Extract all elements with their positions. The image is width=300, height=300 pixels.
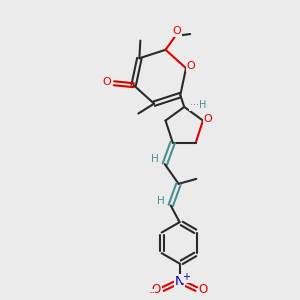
Text: N: N bbox=[175, 275, 184, 288]
Text: O: O bbox=[103, 77, 112, 87]
Text: +: + bbox=[182, 272, 190, 282]
Text: H: H bbox=[157, 196, 165, 206]
Text: H: H bbox=[151, 154, 159, 164]
Text: ···H: ···H bbox=[190, 100, 206, 110]
Text: O: O bbox=[199, 283, 208, 296]
Text: O: O bbox=[203, 114, 212, 124]
Text: O: O bbox=[151, 283, 160, 296]
Text: ⁻: ⁻ bbox=[148, 290, 154, 300]
Text: O: O bbox=[172, 26, 181, 36]
Text: O: O bbox=[187, 61, 195, 71]
